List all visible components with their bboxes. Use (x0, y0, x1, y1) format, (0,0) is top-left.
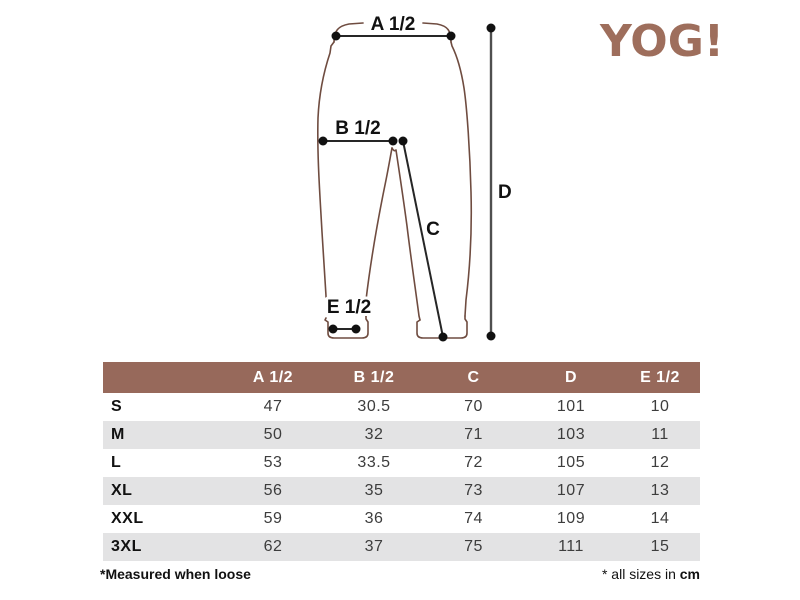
measure-dot (351, 324, 361, 334)
header-cell-size (103, 362, 223, 393)
table-row-s: S 47 30.5 70 101 10 (103, 393, 700, 421)
measure-dot (398, 136, 408, 146)
value-cell: 32 (364, 426, 384, 443)
measure-label-a: A 1/2 (371, 14, 416, 35)
value-cell: 11 (651, 426, 669, 443)
measure-label-d: D (498, 182, 512, 203)
value-cell: 72 (464, 454, 483, 471)
measure-d: D (486, 23, 515, 341)
value-cell: 105 (556, 454, 586, 471)
footnote-measured-loose: *Measured when loose (100, 566, 251, 582)
measure-dot (388, 136, 398, 146)
measure-label-b: B 1/2 (335, 118, 380, 139)
value-cell: 33.5 (357, 454, 391, 471)
value-cell: 53 (263, 454, 283, 471)
value-cell: 14 (650, 510, 670, 527)
value-cell: 103 (556, 426, 586, 443)
value-cell: 15 (650, 538, 670, 555)
measure-dot (328, 324, 338, 334)
value-cell: 74 (464, 510, 483, 527)
measure-b: B 1/2 (318, 115, 398, 146)
table-row-3xl: 3XL 62 37 75 111 15 (103, 533, 700, 561)
measure-dot (486, 331, 496, 341)
size-table: A 1/2 B 1/2 C D E 1/2 S 47 30.5 70 101 1… (103, 362, 700, 561)
size-cell: S (111, 398, 123, 415)
value-cell: 36 (364, 510, 384, 527)
value-cell: 107 (556, 482, 586, 499)
value-cell: 59 (263, 510, 283, 527)
value-cell: 47 (263, 398, 283, 415)
value-cell: 62 (263, 538, 283, 555)
measure-dot (438, 332, 448, 342)
measure-dot (331, 31, 341, 41)
size-diagram: A 1/2 B 1/2 C D E 1/2 (317, 11, 515, 342)
value-cell: 73 (464, 482, 483, 499)
value-cell: 109 (556, 510, 586, 527)
measure-label-e: E 1/2 (327, 297, 371, 318)
size-table-header: A 1/2 B 1/2 C D E 1/2 (103, 362, 700, 393)
table-row-xxl: XXL 59 36 74 109 14 (103, 505, 700, 533)
pants-outline (317, 22, 473, 339)
measure-dot (446, 31, 456, 41)
measure-dot (486, 23, 496, 33)
size-cell: XL (111, 482, 133, 499)
measure-line-c (402, 140, 444, 338)
header-cell-c: C (425, 362, 522, 393)
value-cell: 101 (556, 398, 586, 415)
table-row-l: L 53 33.5 72 105 12 (103, 449, 700, 477)
value-cell: 50 (263, 426, 283, 443)
measure-c: C (398, 136, 448, 342)
table-row-m: M 50 32 71 103 11 (103, 421, 700, 449)
value-cell: 30.5 (357, 398, 391, 415)
measure-a: A 1/2 (331, 11, 456, 41)
size-cell: XXL (111, 510, 144, 527)
value-cell: 75 (464, 538, 483, 555)
header-cell-d: D (522, 362, 620, 393)
footnote-sizes-prefix: * all sizes in (601, 566, 680, 582)
value-cell: 10 (650, 398, 670, 415)
header-cell-a-half: A 1/2 (223, 362, 323, 393)
size-cell: M (111, 426, 125, 443)
value-cell: 111 (558, 538, 584, 555)
value-cell: 12 (650, 454, 670, 471)
size-cell: L (111, 454, 122, 471)
table-row-xl: XL 56 35 73 107 13 (103, 477, 700, 505)
brand-logo: YOG! (600, 16, 724, 67)
measure-e: E 1/2 (324, 294, 374, 334)
measure-label-c: C (426, 219, 440, 240)
value-cell: 71 (464, 426, 483, 443)
value-cell: 35 (364, 482, 384, 499)
value-cell: 56 (263, 482, 283, 499)
size-cell: 3XL (111, 538, 142, 555)
measure-dot (318, 136, 328, 146)
value-cell: 37 (364, 538, 384, 555)
header-cell-e-half: E 1/2 (620, 362, 700, 393)
footnote-sizes-cm: cm (679, 566, 700, 582)
value-cell: 70 (464, 398, 483, 415)
header-cell-b-half: B 1/2 (323, 362, 425, 393)
value-cell: 13 (650, 482, 670, 499)
footnote-sizes-unit: * all sizes in cm (602, 566, 700, 582)
